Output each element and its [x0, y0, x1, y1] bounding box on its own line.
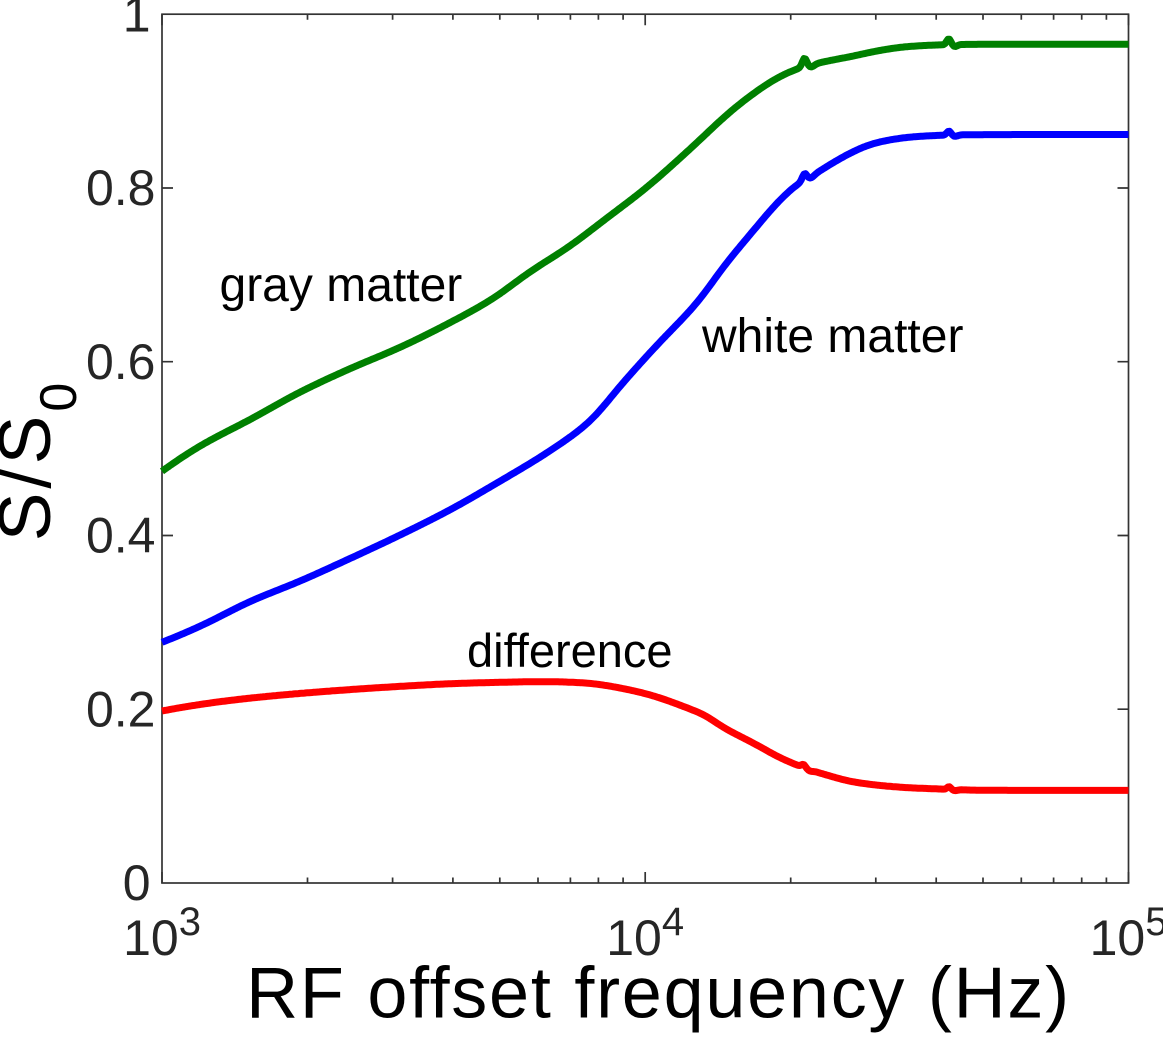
svg-text:1: 1 [123, 0, 151, 42]
svg-text:0.6: 0.6 [86, 334, 156, 390]
svg-text:0.4: 0.4 [86, 508, 156, 564]
svg-text:difference: difference [467, 624, 673, 677]
svg-text:white matter: white matter [701, 310, 963, 363]
svg-text:gray matter: gray matter [220, 259, 463, 312]
svg-text:RF offset frequency (Hz): RF offset frequency (Hz) [246, 954, 1071, 1034]
svg-text:0.8: 0.8 [86, 160, 156, 216]
svg-text:0: 0 [123, 855, 151, 911]
svg-text:0.2: 0.2 [86, 681, 156, 737]
